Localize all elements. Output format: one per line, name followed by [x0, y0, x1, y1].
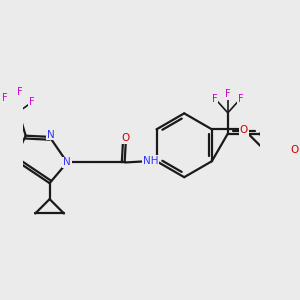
Text: F: F [238, 94, 244, 103]
Text: NH: NH [143, 156, 158, 166]
Text: O: O [290, 146, 299, 155]
Text: F: F [29, 97, 35, 107]
Text: N: N [63, 158, 71, 167]
Text: F: F [225, 89, 231, 99]
Text: F: F [2, 93, 7, 103]
Text: F: F [17, 87, 22, 98]
Text: F: F [212, 94, 218, 103]
Text: O: O [240, 125, 248, 136]
Text: N: N [47, 130, 55, 140]
Text: O: O [122, 133, 130, 143]
